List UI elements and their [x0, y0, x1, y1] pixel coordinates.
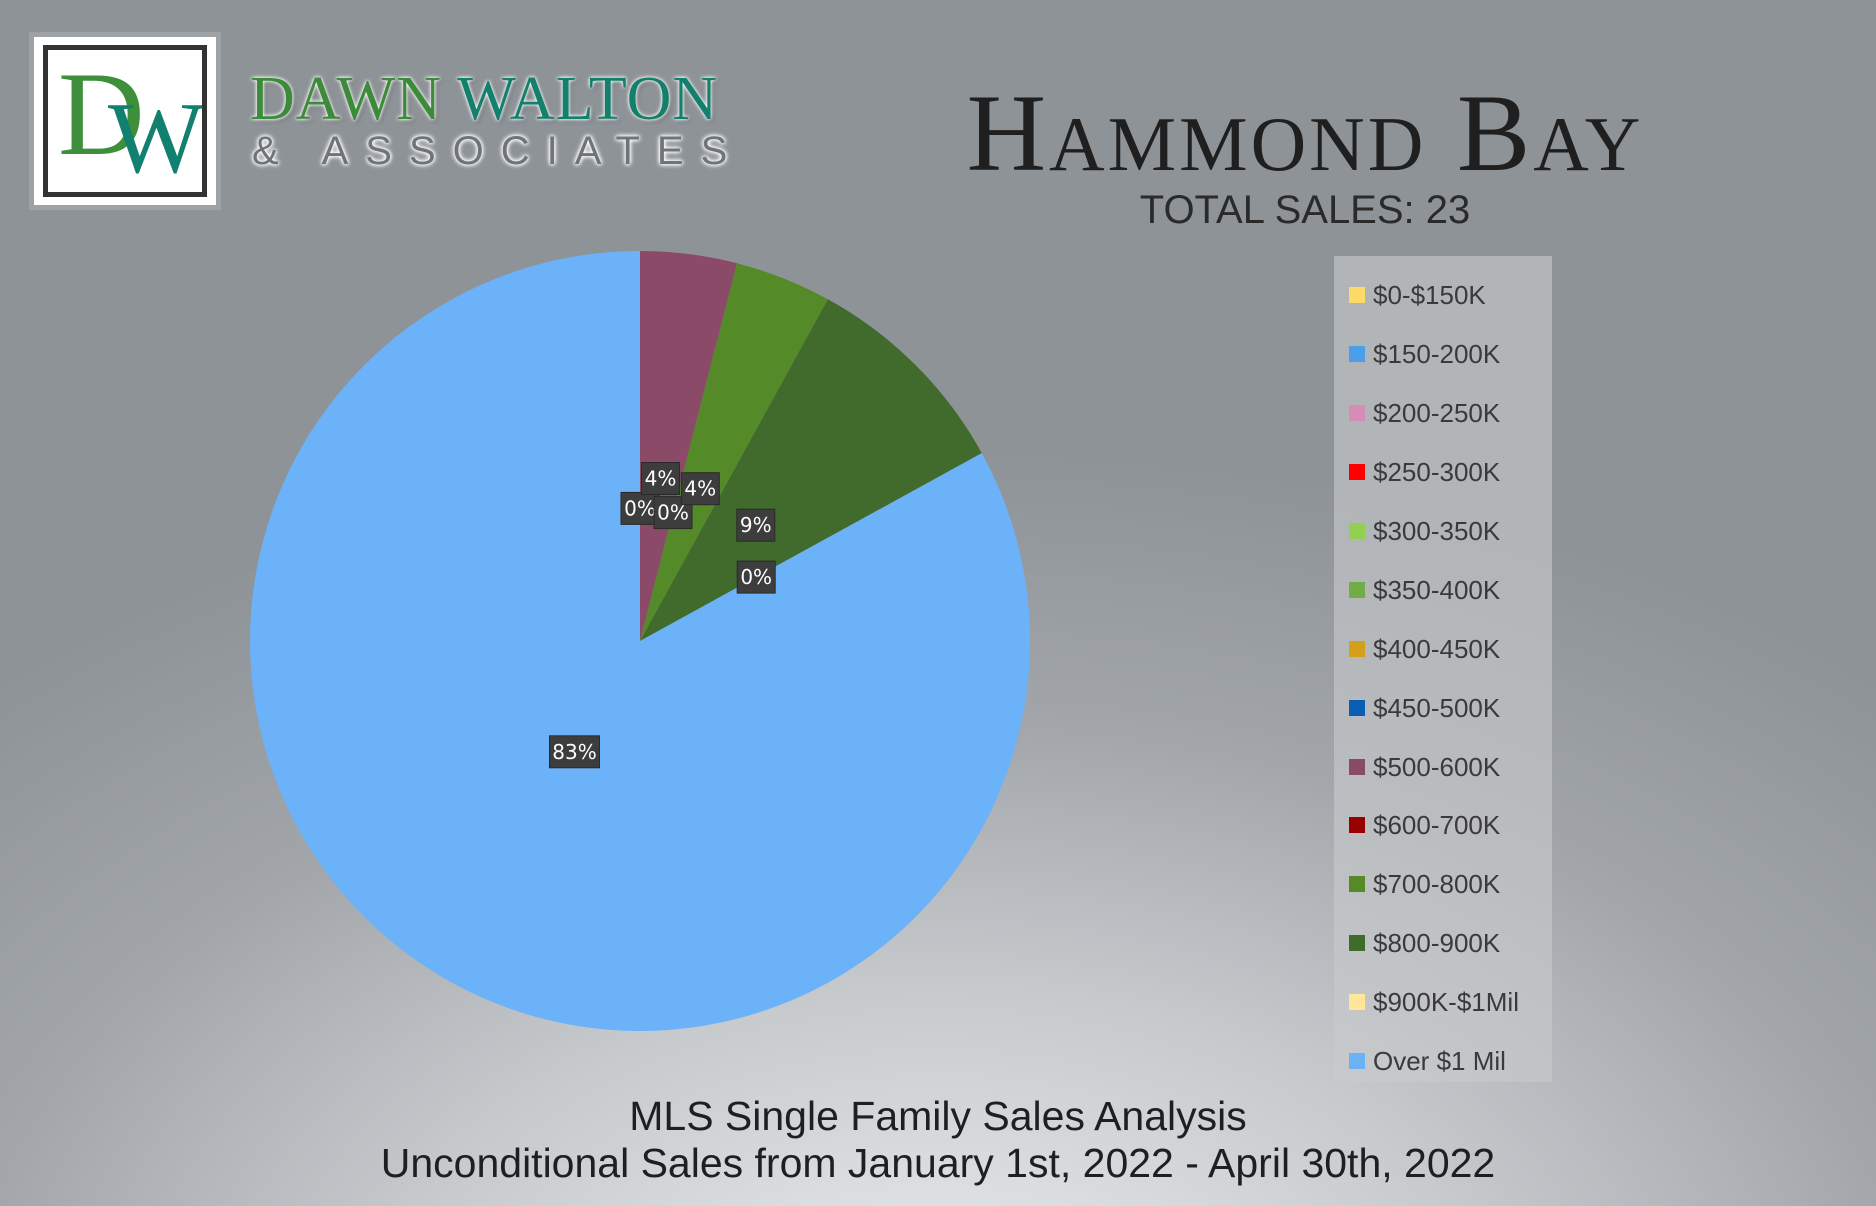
svg-text:83%: 83% [552, 740, 596, 764]
legend-item-900k-1mil: $900K-$1Mil [1334, 973, 1552, 1032]
legend-label: $150-200K [1373, 339, 1501, 370]
legend-swatch [1349, 817, 1365, 834]
legend-label: $450-500K [1373, 692, 1501, 723]
legend-item-500-600k: $500-600K [1334, 737, 1552, 796]
data-label-over-1-mil: 83% [549, 735, 600, 769]
brand-name: DAWN WALTON [250, 68, 718, 130]
legend-swatch [1349, 876, 1365, 893]
legend-label: $200-250K [1373, 398, 1501, 429]
logo-letter-w: W [108, 82, 205, 195]
data-label-800-900k: 9% [736, 508, 776, 542]
pie-slice-over-1-mil [249, 251, 1030, 1031]
brand-name-last: WALTON [457, 65, 719, 133]
data-label-700-800k: 4% [680, 472, 720, 506]
legend-label: $800-900K [1373, 928, 1501, 959]
legend-item-300-350k: $300-350K [1334, 502, 1552, 561]
legend-item-150-200k: $150-200K [1334, 325, 1552, 384]
legend-swatch [1349, 640, 1365, 657]
legend-swatch [1349, 523, 1365, 539]
pie-data-labels: 0%4%0%4%9%0%83% [549, 462, 776, 769]
brand-subtitle: & ASSOCIATES [252, 129, 745, 173]
legend-item-0-150k: $0-$150K [1334, 266, 1552, 325]
legend-item-250-300k: $250-300K [1334, 443, 1552, 502]
svg-text:9%: 9% [740, 513, 772, 537]
svg-text:0%: 0% [740, 565, 772, 589]
logo: D W [29, 32, 221, 210]
legend-item-450-500k: $450-500K [1334, 678, 1552, 737]
logo-letter-d: D [58, 47, 145, 180]
legend-swatch [1349, 699, 1365, 716]
legend-label: $300-350K [1373, 516, 1501, 546]
chart-subtitle: TOTAL SALES: 23 [1139, 188, 1471, 232]
legend-label: $400-450K [1373, 633, 1501, 664]
footer-title: MLS Single Family Sales Analysis [629, 1093, 1247, 1139]
footer-date-range: Unconditional Sales from January 1st, 20… [380, 1140, 1496, 1186]
legend-label: $700-800K [1373, 869, 1501, 900]
legend-swatch [1349, 994, 1365, 1011]
legend-label: $350-400K [1373, 574, 1501, 605]
legend-swatch [1349, 935, 1365, 952]
pie-slice-700-800k [640, 263, 828, 641]
legend-label: $900K-$1Mil [1373, 987, 1519, 1018]
data-label-900k-1mil: 0% [736, 560, 776, 594]
legend-label: $0-$150K [1373, 280, 1486, 311]
legend-swatch [1349, 405, 1365, 422]
pie-slice-500-600k [640, 250, 737, 641]
legend-label: $600-700K [1373, 810, 1501, 841]
chart-title: Hammond Bay [966, 72, 1644, 194]
legend-item-200-250k: $200-250K [1334, 384, 1552, 443]
data-label-500-600k: 4% [641, 462, 680, 495]
legend-label: Over $1 Mil [1373, 1046, 1506, 1077]
legend-swatch [1349, 287, 1365, 304]
legend-item-800-900k: $800-900K [1334, 914, 1552, 973]
legend-item-350-400k: $350-400K [1334, 560, 1552, 619]
chart-legend: $0-$150K $150-200K $200-250K $250-300K $300-… [1334, 256, 1552, 1082]
legend-swatch [1349, 758, 1365, 775]
legend-item-400-450k: $400-450K [1334, 619, 1552, 678]
legend-item-700-800k: $700-800K [1334, 855, 1552, 914]
legend-swatch [1349, 581, 1365, 598]
legend-swatch [1349, 464, 1365, 481]
logo-monogram: D W [43, 45, 207, 197]
legend-swatch [1349, 1053, 1365, 1070]
pie-slices [249, 250, 1030, 1031]
legend-label: $500-600K [1373, 751, 1501, 782]
data-label-300-350k: 0% [620, 491, 660, 525]
pie-slice-800-900k [640, 299, 982, 641]
svg-text:4%: 4% [684, 477, 716, 501]
svg-text:0%: 0% [624, 496, 656, 520]
legend-item-600-700k: $600-700K [1334, 796, 1552, 855]
legend-label: $250-300K [1373, 457, 1501, 488]
legend-item-over-1-mil: Over $1 Mil [1334, 1032, 1552, 1091]
brand-name-first: DAWN [250, 65, 442, 133]
legend-swatch [1349, 346, 1365, 363]
svg-text:4%: 4% [645, 467, 677, 491]
